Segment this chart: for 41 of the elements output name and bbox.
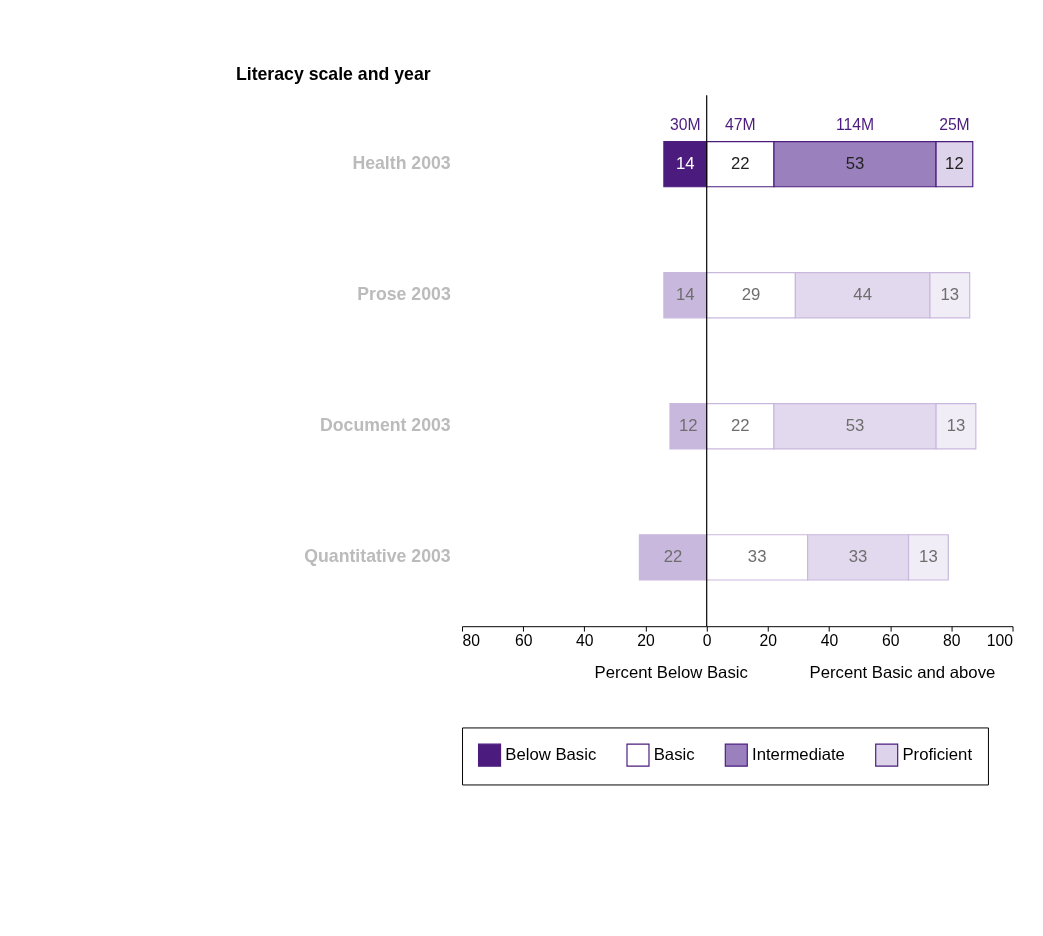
y-tick-label: Health 2003 xyxy=(352,153,451,174)
data-label: 33 xyxy=(747,547,767,567)
data-label: 12 xyxy=(945,154,964,174)
legend-label: Proficient xyxy=(902,745,973,765)
x-tick-label: 0 xyxy=(702,632,712,650)
data-label: 22 xyxy=(731,154,750,174)
x-tick-label: 40 xyxy=(576,632,594,650)
legend-label: Basic xyxy=(653,745,695,765)
text: Percent Basic and above xyxy=(809,663,996,683)
x-tick-label: 80 xyxy=(462,632,481,650)
data-label: 33 xyxy=(848,547,868,567)
data-label: 13 xyxy=(946,416,966,436)
x-tick-label: 100 xyxy=(986,632,1014,650)
data-label: 53 xyxy=(845,154,865,174)
x-tick-label: 80 xyxy=(943,632,961,650)
x-tick-label: 60 xyxy=(881,632,900,650)
data-label: 13 xyxy=(940,285,960,305)
y-tick-label: Quantitative 2003 xyxy=(304,546,451,567)
data-label: 12 xyxy=(679,416,698,436)
data-label: 13 xyxy=(919,547,938,567)
x-tick-label: 40 xyxy=(820,632,839,650)
data-label: 22 xyxy=(731,416,750,436)
data-label: 22 xyxy=(663,547,683,567)
legend-label: Intermediate xyxy=(752,745,845,765)
annotation: 47M xyxy=(725,115,756,133)
y-axis-title: Literacy scale and year xyxy=(235,63,431,84)
x-tick-label: 60 xyxy=(514,632,533,650)
annotation: 30M xyxy=(670,115,701,133)
data-label: 14 xyxy=(675,285,695,305)
x-tick-label: 20 xyxy=(637,632,656,650)
legend-label: Below Basic xyxy=(505,745,597,765)
data-label: 44 xyxy=(853,285,872,305)
y-tick-label: Prose 2003 xyxy=(357,284,451,305)
data-label: 14 xyxy=(675,154,695,174)
x-tick-label: 20 xyxy=(759,632,778,650)
data-label: 29 xyxy=(741,285,761,305)
y-tick-label: Document 2003 xyxy=(319,415,451,436)
annotation: 25M xyxy=(939,115,970,133)
data-label: 53 xyxy=(845,416,865,436)
text: Percent Below Basic xyxy=(594,663,748,683)
annotation: 114M xyxy=(835,115,875,133)
